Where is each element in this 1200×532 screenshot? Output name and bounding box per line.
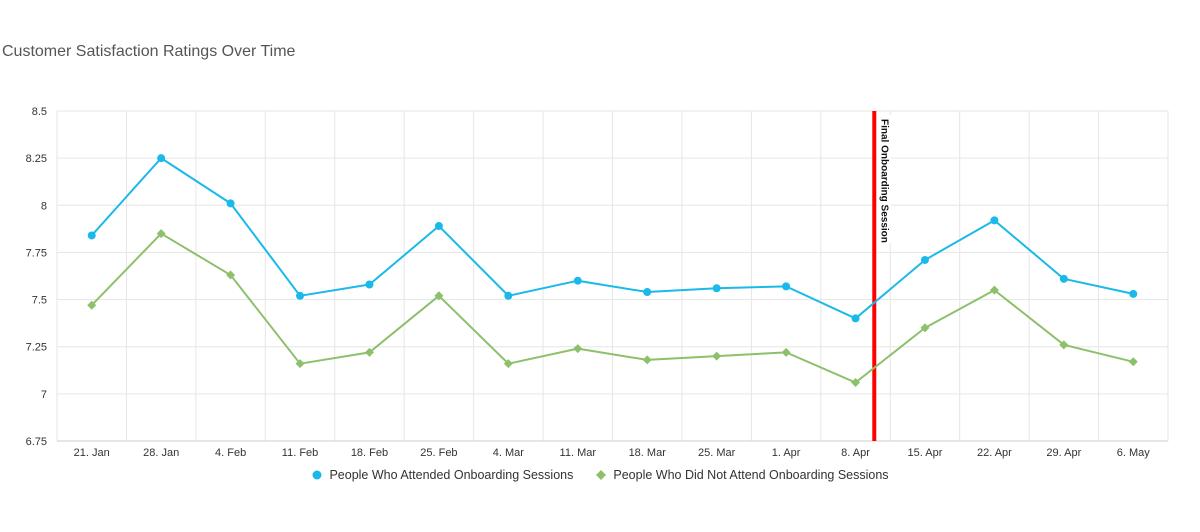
data-point <box>990 216 999 225</box>
data-point <box>1059 274 1068 283</box>
data-point <box>712 284 721 293</box>
x-tick-label: 21. Jan <box>74 447 110 459</box>
data-point <box>920 323 930 333</box>
data-point <box>920 255 929 264</box>
data-point <box>226 199 235 208</box>
data-point <box>157 154 166 163</box>
y-tick-label: 7.75 <box>26 247 47 259</box>
data-point <box>573 276 582 285</box>
x-tick-label: 6. May <box>1117 447 1151 459</box>
y-tick-label: 8.5 <box>32 106 47 118</box>
x-tick-label: 11. Feb <box>282 447 319 459</box>
data-point <box>781 347 791 357</box>
y-axis-ticks: 6.75 7 7.25 7.5 7.75 8 8.25 8.5 <box>26 106 47 448</box>
y-tick-label: 6.75 <box>26 436 47 448</box>
legend-marker-diamond-icon <box>596 470 607 480</box>
x-tick-label: 11. Mar <box>560 447 597 459</box>
data-point <box>782 282 791 291</box>
data-point <box>643 288 652 297</box>
annotation-label: Final Onboarding Session <box>878 119 889 243</box>
data-point <box>1129 289 1138 298</box>
y-tick-label: 7 <box>41 389 47 401</box>
data-point <box>156 229 166 239</box>
x-tick-label: 18. Mar <box>629 447 667 459</box>
x-tick-label: 25. Mar <box>698 447 736 459</box>
data-point <box>365 280 374 289</box>
x-tick-label: 22. Apr <box>977 447 1012 459</box>
data-point <box>851 378 861 388</box>
y-tick-label: 7.25 <box>26 342 47 354</box>
y-tick-label: 7.5 <box>32 295 47 307</box>
x-axis-ticks: 21. Jan 28. Jan 4. Feb 11. Feb 18. Feb 25. Fe… <box>74 447 1151 459</box>
data-point <box>434 222 443 231</box>
annotation: Final Onboarding Session <box>872 111 892 441</box>
legend-marker-circle-icon <box>312 470 322 480</box>
data-point <box>504 291 513 300</box>
legend-label: People Who Did Not Attend Onboarding Ses… <box>613 468 889 482</box>
series-line-0 <box>90 157 1134 320</box>
x-tick-label: 1. Apr <box>772 447 801 459</box>
data-point <box>1128 357 1138 367</box>
data-point <box>364 347 374 357</box>
x-tick-label: 4. Feb <box>215 447 246 459</box>
x-tick-label: 8. Apr <box>841 447 870 459</box>
x-tick-label: 4. Mar <box>493 447 525 459</box>
data-point <box>87 300 97 310</box>
y-tick-label: 8 <box>41 200 47 212</box>
series <box>87 154 1138 388</box>
legend-item-attended[interactable]: People Who Attended Onboarding Sessions <box>311 468 573 482</box>
data-point <box>296 291 305 300</box>
data-point <box>226 270 236 280</box>
data-point <box>295 359 305 369</box>
data-point <box>87 231 96 240</box>
series-line-1 <box>91 232 1134 384</box>
data-point <box>642 355 652 365</box>
x-tick-label: 18. Feb <box>351 447 388 459</box>
chart-title: Customer Satisfaction Ratings Over Time <box>2 43 296 60</box>
x-tick-label: 15. Apr <box>908 447 943 459</box>
data-point <box>1059 340 1069 350</box>
y-tick-label: 8.25 <box>26 153 47 165</box>
data-point <box>573 344 583 354</box>
legend: People Who Attended Onboarding Sessions … <box>0 468 1200 482</box>
x-tick-label: 29. Apr <box>1046 447 1081 459</box>
grid <box>56 110 1169 442</box>
data-point <box>851 314 860 323</box>
data-point <box>989 285 999 295</box>
data-point <box>503 359 513 369</box>
data-point <box>712 351 722 361</box>
legend-item-not-attended[interactable]: People Who Did Not Attend Onboarding Ses… <box>595 468 889 482</box>
x-tick-label: 25. Feb <box>420 447 457 459</box>
x-tick-label: 28. Jan <box>143 447 179 459</box>
annotation-label-bg <box>877 115 892 243</box>
legend-label: People Who Attended Onboarding Sessions <box>329 468 574 482</box>
data-point <box>434 291 444 301</box>
